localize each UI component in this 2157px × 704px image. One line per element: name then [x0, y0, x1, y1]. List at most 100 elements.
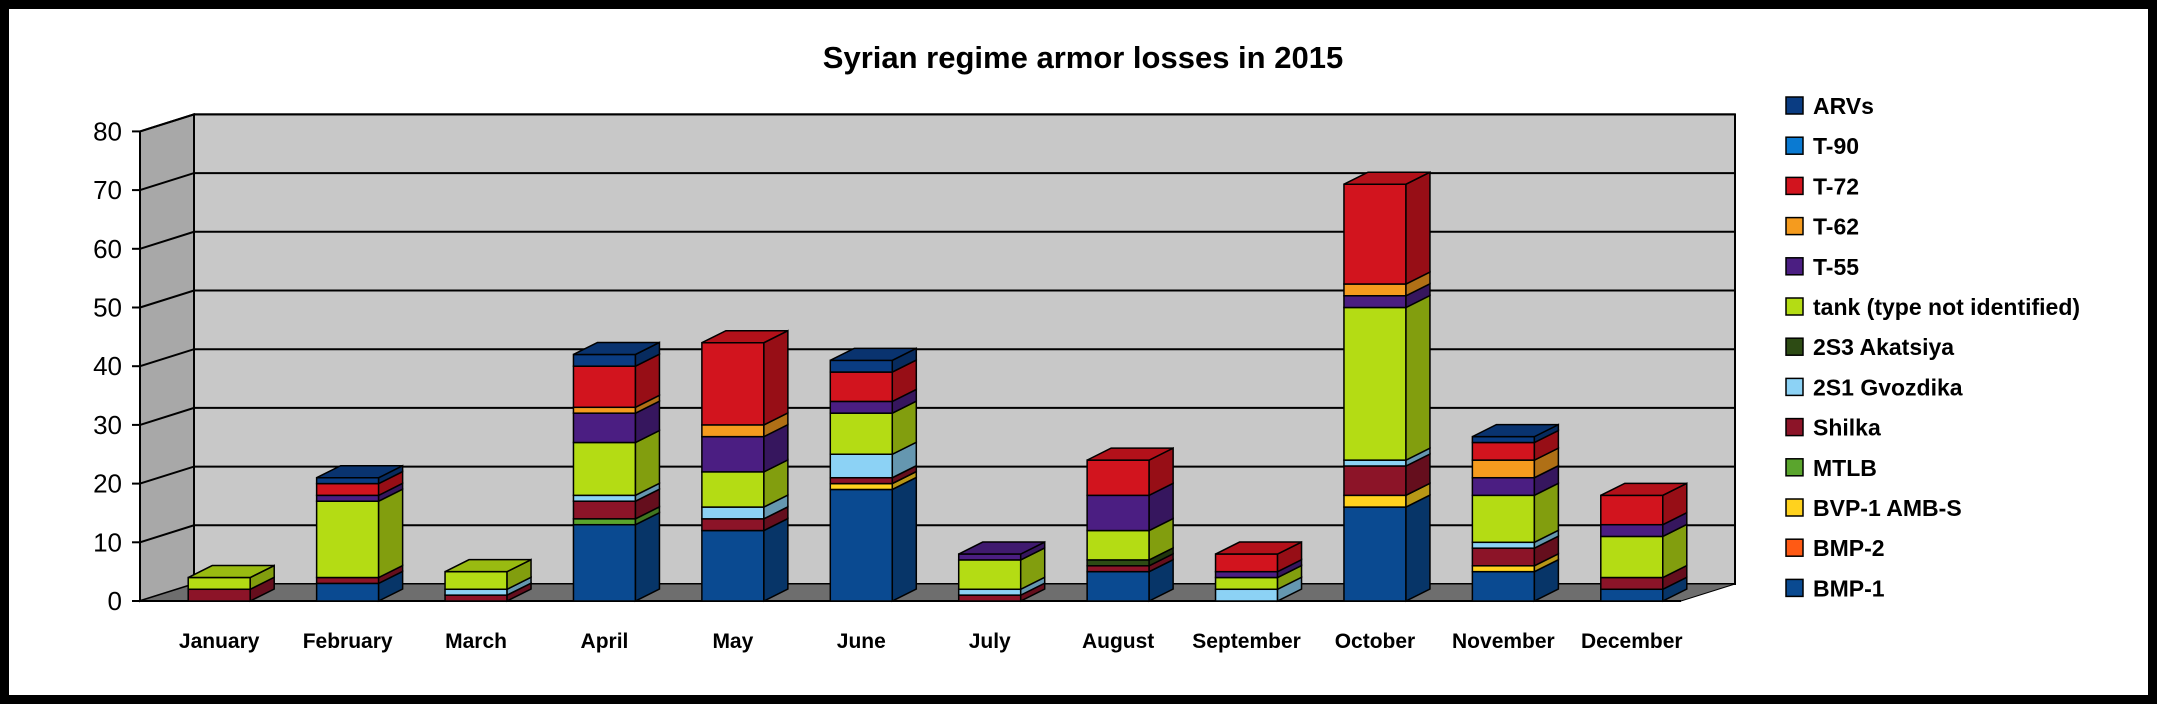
x-tick-label: June — [837, 630, 886, 653]
bar-segment — [1600, 576, 1664, 591]
x-tick-label: July — [969, 630, 1011, 653]
bar-segment — [1086, 459, 1150, 497]
bar-stack — [444, 558, 532, 603]
bar-stack — [701, 329, 789, 603]
bar-stack — [572, 341, 661, 603]
bar-segment — [1343, 283, 1407, 297]
bar-stack — [1086, 446, 1174, 603]
legend-label: T-62 — [1813, 214, 1859, 240]
bar-segment — [315, 482, 380, 497]
bar-segment — [829, 488, 894, 602]
legend-swatch — [1785, 458, 1804, 477]
bar-segment — [1600, 535, 1664, 579]
bar-segment — [1214, 570, 1279, 579]
bar-segment — [1086, 570, 1150, 602]
bar-segment — [315, 494, 380, 502]
bar-segment — [1214, 588, 1279, 602]
legend-label: T-90 — [1813, 133, 1859, 159]
bar-segment — [701, 424, 765, 438]
bar-segment — [1343, 494, 1407, 508]
bar-segment — [701, 529, 765, 602]
bar-segment — [1471, 476, 1536, 497]
legend-swatch — [1785, 216, 1804, 236]
bar-stack — [315, 464, 404, 603]
gridline — [139, 113, 1735, 133]
x-tick-label: April — [581, 630, 629, 653]
bar-segment — [957, 588, 1022, 596]
y-tick-label: 20 — [93, 469, 122, 499]
y-tick-label: 30 — [93, 410, 122, 440]
y-tick-label: 10 — [93, 527, 122, 557]
bar-segment — [1600, 588, 1664, 602]
bar-segment — [957, 594, 1022, 602]
bar-segment — [957, 559, 1022, 591]
bar-segment — [572, 441, 637, 497]
legend-swatch — [1785, 417, 1804, 437]
bar-segment — [1600, 494, 1664, 526]
legend-label: MTLB — [1813, 455, 1877, 481]
bar-segment — [315, 476, 380, 485]
bar-segment — [572, 406, 637, 414]
bar-segment — [829, 453, 894, 479]
bar-segment — [701, 341, 765, 426]
legend-label: T-55 — [1813, 254, 1859, 280]
legend-swatch — [1785, 337, 1804, 356]
bar-segment — [1343, 183, 1407, 285]
bar-segment — [1214, 553, 1279, 573]
bar-segment — [572, 523, 637, 602]
bar-segment — [1471, 565, 1536, 573]
bar-segment — [572, 412, 637, 444]
x-tick-label: May — [712, 630, 753, 653]
legend-swatch — [1785, 176, 1804, 196]
bar-segment — [572, 365, 637, 409]
bar-segment — [1471, 494, 1536, 544]
y-tick-label: 40 — [93, 351, 122, 381]
x-tick-label: September — [1192, 630, 1301, 653]
bar-top — [1343, 171, 1431, 185]
bar-segment — [187, 576, 251, 591]
bar-segment — [1471, 547, 1536, 567]
legend-swatch — [1785, 578, 1804, 598]
bar-segment — [829, 476, 894, 485]
bars — [187, 171, 1688, 603]
y-tick-label: 80 — [93, 116, 122, 146]
bar-segment-side — [1405, 493, 1431, 603]
bar-top — [1215, 541, 1302, 555]
legend-label: 2S3 Akatsiya — [1813, 334, 1954, 360]
legend-swatch — [1785, 297, 1804, 316]
legend-swatch — [1785, 377, 1804, 397]
legend-label: BMP-2 — [1813, 535, 1885, 561]
bar-segment-side — [1405, 171, 1431, 286]
bar-segment — [701, 471, 765, 508]
bar-stack — [1214, 540, 1303, 603]
bar-segment — [957, 553, 1022, 561]
bar-segment — [829, 371, 894, 403]
gridline — [139, 524, 1735, 544]
bar-segment — [1600, 523, 1664, 538]
bar-segment — [572, 500, 637, 520]
y-tick-label: 50 — [93, 293, 122, 323]
bar-segment — [1343, 306, 1407, 461]
bar-segment — [829, 482, 894, 491]
legend-swatch — [1785, 257, 1804, 276]
y-axis: 0 10 20 30 40 50 60 70 80 — [93, 116, 1681, 616]
y-tick-label: 0 — [108, 586, 122, 616]
bar-segment — [1343, 295, 1407, 309]
y-tick-label: 60 — [93, 234, 122, 264]
bar-segment — [572, 518, 637, 526]
bar-segment — [315, 582, 380, 602]
legend-label: Shilka — [1813, 415, 1881, 441]
bar-stack — [187, 564, 275, 603]
bar-top — [316, 464, 403, 479]
legend-label: ARVs — [1813, 93, 1874, 119]
bar-segment — [1343, 465, 1407, 497]
bar-segment — [1471, 435, 1536, 444]
bar-segment — [701, 435, 765, 473]
legend-swatch — [1785, 538, 1804, 557]
bar-top — [1600, 482, 1688, 497]
bar-top — [187, 564, 275, 579]
bar-segment — [1086, 494, 1150, 532]
bar-segment — [1343, 459, 1407, 467]
bar-segment-side — [634, 511, 661, 603]
